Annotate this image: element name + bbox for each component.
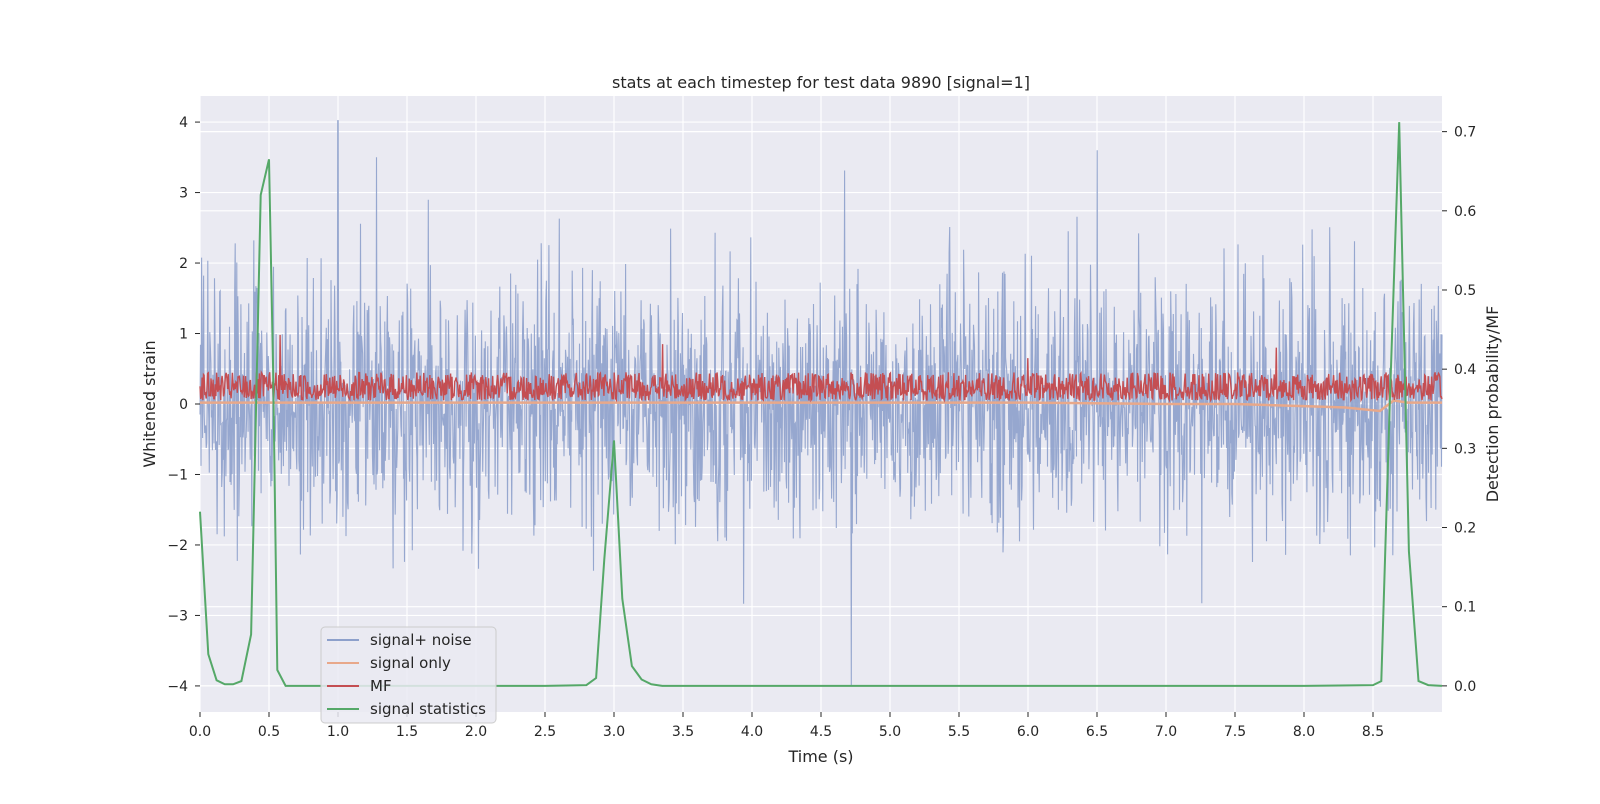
y-left-tick-label: 1 [179,327,188,343]
x-tick-label: 5.0 [879,724,901,740]
legend-label-signal-noise: signal+ noise [370,631,472,649]
series-mf-line [199,334,1443,403]
x-tick-label: 1.0 [327,724,349,740]
x-tick-label: 3.5 [672,724,694,740]
legend-label-signal-only: signal only [370,654,451,672]
x-tick-label: 1.5 [396,724,418,740]
chart-title: stats at each timestep for test data 989… [612,73,1030,92]
y-left-tick-label: −3 [167,608,188,624]
x-tick-label: 8.0 [1293,724,1315,740]
series-signal-noise-line [199,120,1443,686]
axes-layer: 0.0 0.5 1.0 1.5 2.0 2.5 3.0 3.5 4.0 4.5 5.0 5.5 6.0 6… [167,115,1476,740]
y-right-tick-label: 0.4 [1454,362,1476,378]
y-axis-label-left: Whitened strain [140,340,159,467]
x-tick-label: 0.0 [189,724,211,740]
y-left-tick-label: −1 [167,467,188,483]
y-right-tick-label: 0.2 [1454,521,1476,537]
legend: signal+ noise signal only MF signal stat… [320,626,497,724]
x-tick-label: 3.0 [603,724,625,740]
x-tick-label: 4.5 [810,724,832,740]
y-left-tick-label: −2 [167,538,188,554]
y-left-tick-label: 4 [179,115,188,131]
y-right-tick-label: 0.5 [1454,283,1476,299]
legend-label-mf: MF [370,677,392,695]
x-tick-label: 4.0 [741,724,763,740]
x-tick-label: 7.0 [1155,724,1177,740]
x-tick-label: 7.5 [1224,724,1246,740]
series-signal-statistics-line [199,122,1443,687]
x-tick-label: 2.0 [465,724,487,740]
y-left-tick-label: 0 [179,397,188,413]
x-tick-label: 8.5 [1362,724,1384,740]
x-tick-label: 6.0 [1017,724,1039,740]
series-layer [199,120,1443,687]
x-axis-label: Time (s) [787,747,853,766]
y-axis-label-right: Detection probability/MF [1483,306,1502,503]
y-left-tick-label: −4 [167,679,188,695]
x-tick-label: 0.5 [258,724,280,740]
y-right-tick-label: 0.3 [1454,441,1476,457]
x-tick-label: 5.5 [948,724,970,740]
y-left-tick-label: 3 [179,186,188,202]
y-right-tick-label: 0.1 [1454,600,1476,616]
legend-label-signal-statistics: signal statistics [370,700,486,718]
x-tick-label: 6.5 [1086,724,1108,740]
y-left-tick-label: 2 [179,256,188,272]
x-tick-label: 2.5 [534,724,556,740]
legend-box [320,626,497,724]
y-right-tick-label: 0.6 [1454,204,1476,220]
y-right-tick-label: 0.0 [1454,679,1476,695]
y-right-tick-label: 0.7 [1454,125,1476,141]
